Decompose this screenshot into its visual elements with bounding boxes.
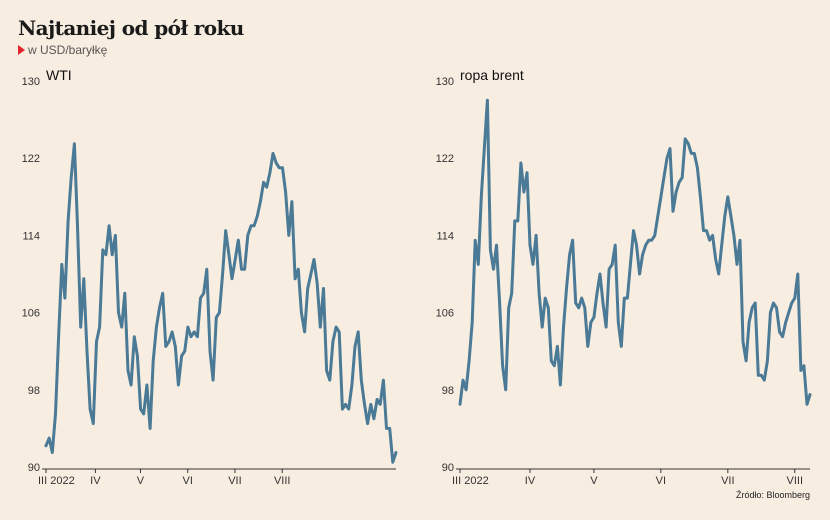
series-line <box>44 142 398 464</box>
chart-title: Najtaniej od pół roku <box>18 16 244 40</box>
x-tick-label: III 2022 <box>38 475 75 487</box>
source-note: Źródło: Bloomberg <box>735 490 810 500</box>
y-tick-label: 90 <box>28 462 40 474</box>
y-tick-label: 106 <box>436 308 454 320</box>
x-tick-label: IV <box>525 475 536 487</box>
x-tick-label: VII <box>721 475 734 487</box>
x-tick-label: V <box>137 475 145 487</box>
x-tick-label: VII <box>228 475 241 487</box>
y-tick-label: 90 <box>442 462 454 474</box>
y-tick-label: 130 <box>22 76 40 88</box>
x-tick-label: V <box>590 475 598 487</box>
red-triangle-marker <box>18 45 25 55</box>
y-tick-label: 98 <box>28 385 40 397</box>
y-tick-label: 130 <box>436 76 454 88</box>
y-tick-label: 106 <box>22 308 40 320</box>
panel-title: WTI <box>46 67 72 83</box>
y-tick-label: 114 <box>436 230 454 242</box>
y-tick-label: 114 <box>22 230 40 242</box>
chart-subtitle: w USD/baryłkę <box>18 43 107 57</box>
y-tick-label: 122 <box>22 153 40 165</box>
x-tick-label: III 2022 <box>452 475 489 487</box>
y-tick-label: 122 <box>436 153 454 165</box>
unit-label: w USD/baryłkę <box>28 43 108 57</box>
x-tick-label: VIII <box>787 475 804 487</box>
x-tick-label: VIII <box>274 475 291 487</box>
x-tick-label: VI <box>183 475 193 487</box>
panel-title: ropa brent <box>460 67 524 83</box>
y-tick-label: 98 <box>442 385 454 397</box>
x-tick-label: VI <box>656 475 666 487</box>
series-line <box>458 98 812 406</box>
x-tick-label: IV <box>90 475 101 487</box>
